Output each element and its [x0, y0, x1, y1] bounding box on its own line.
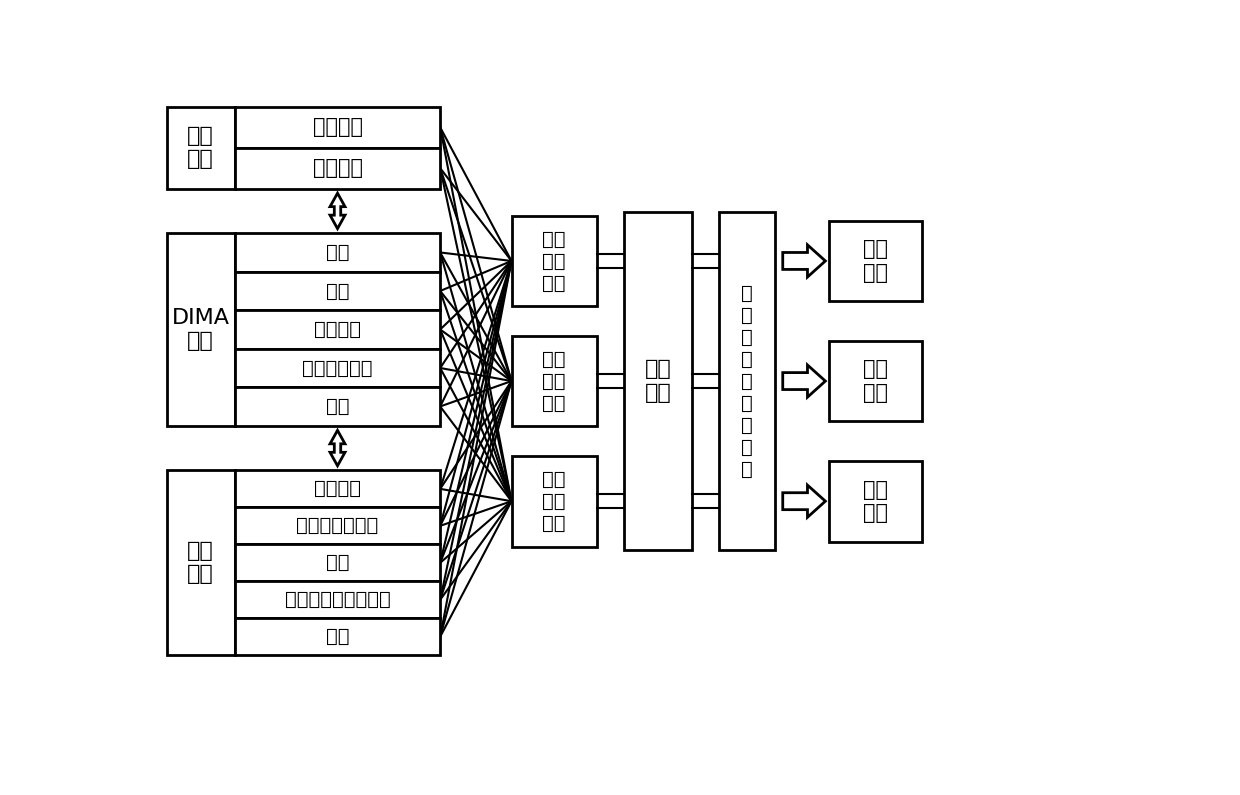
Bar [719, 211, 775, 550]
Text: 外设: 外设 [326, 553, 350, 572]
Text: 软件
配置: 软件 配置 [863, 479, 888, 523]
Text: DIMA
设备: DIMA 设备 [171, 308, 229, 351]
Polygon shape [782, 245, 826, 277]
Bar [830, 461, 923, 541]
Bar [234, 387, 440, 426]
Bar [624, 211, 692, 550]
Polygon shape [782, 485, 826, 518]
Bar [234, 507, 440, 545]
Text: 安装资源: 安装资源 [312, 158, 362, 178]
Bar [234, 349, 440, 387]
Bar [511, 215, 596, 306]
Bar [234, 272, 440, 310]
Text: 安装设备的能力: 安装设备的能力 [296, 516, 378, 535]
Bar [234, 471, 440, 507]
Bar [166, 471, 234, 655]
Text: 任务: 任务 [326, 281, 350, 301]
Text: 信号: 信号 [326, 627, 350, 646]
Polygon shape [782, 365, 826, 398]
Text: 软件
配置
模型: 软件 配置 模型 [542, 470, 565, 533]
Bar [511, 335, 596, 426]
Text: 系统任务: 系统任务 [314, 479, 361, 498]
Text: 链路: 链路 [326, 397, 350, 416]
Text: 硬件
配置: 硬件 配置 [863, 239, 888, 282]
Text: 安装资源需求: 安装资源需求 [303, 359, 373, 378]
Bar [830, 220, 923, 301]
Text: 网络
配置: 网络 配置 [863, 359, 888, 403]
Bar [234, 107, 440, 148]
Bar [166, 233, 234, 426]
Bar [234, 310, 440, 349]
Bar [830, 340, 923, 421]
Text: 安装空间: 安装空间 [312, 118, 362, 138]
Polygon shape [330, 193, 345, 229]
Bar [234, 545, 440, 581]
Text: 评估
标准: 评估 标准 [645, 359, 671, 403]
Text: 设备: 设备 [326, 243, 350, 262]
Bar [234, 619, 440, 655]
Text: 隔离约束: 隔离约束 [314, 320, 361, 339]
Text: 安全、安装资源约束: 安全、安装资源约束 [285, 590, 391, 609]
Text: 系统
任务: 系统 任务 [187, 541, 215, 584]
Bar [234, 148, 440, 188]
Bar [166, 107, 234, 188]
Polygon shape [330, 430, 345, 466]
Bar [234, 233, 440, 272]
Bar [234, 581, 440, 619]
Text: 单
、
多
目
标
优
化
算
法: 单 、 多 目 标 优 化 算 法 [742, 284, 753, 479]
Text: 安装
位置: 安装 位置 [187, 126, 215, 169]
Bar [511, 456, 596, 547]
Text: 硬件
配置
模型: 硬件 配置 模型 [542, 230, 565, 293]
Text: 网络
配置
模型: 网络 配置 模型 [542, 350, 565, 413]
